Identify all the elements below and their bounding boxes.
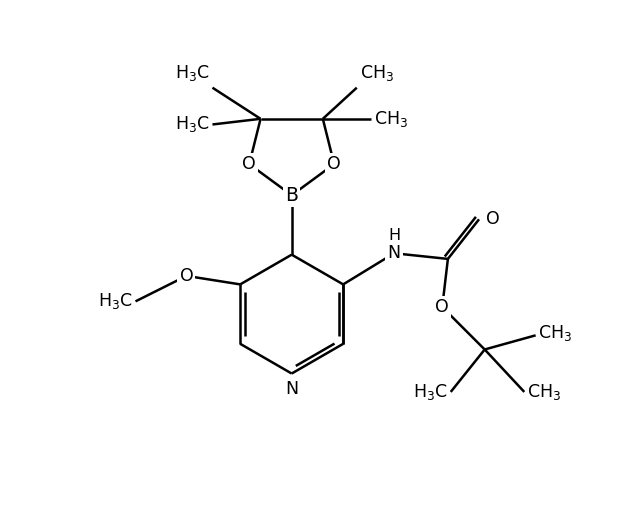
Text: O: O bbox=[243, 155, 256, 173]
Text: CH$_3$: CH$_3$ bbox=[374, 109, 408, 129]
Text: O: O bbox=[486, 210, 500, 228]
Text: O: O bbox=[435, 298, 449, 316]
Text: O: O bbox=[327, 155, 341, 173]
Text: H$_3$C: H$_3$C bbox=[175, 114, 210, 134]
Text: CH$_3$: CH$_3$ bbox=[538, 322, 573, 342]
Text: H$_3$C: H$_3$C bbox=[175, 63, 210, 83]
Text: H$_3$C: H$_3$C bbox=[98, 291, 132, 312]
Text: CH$_3$: CH$_3$ bbox=[360, 63, 394, 83]
Text: H$_3$C: H$_3$C bbox=[413, 382, 448, 402]
Text: B: B bbox=[285, 186, 298, 205]
Text: N: N bbox=[285, 381, 298, 398]
Text: H: H bbox=[388, 228, 400, 243]
Text: O: O bbox=[180, 267, 193, 285]
Text: N: N bbox=[388, 244, 401, 262]
Text: CH$_3$: CH$_3$ bbox=[527, 382, 561, 402]
